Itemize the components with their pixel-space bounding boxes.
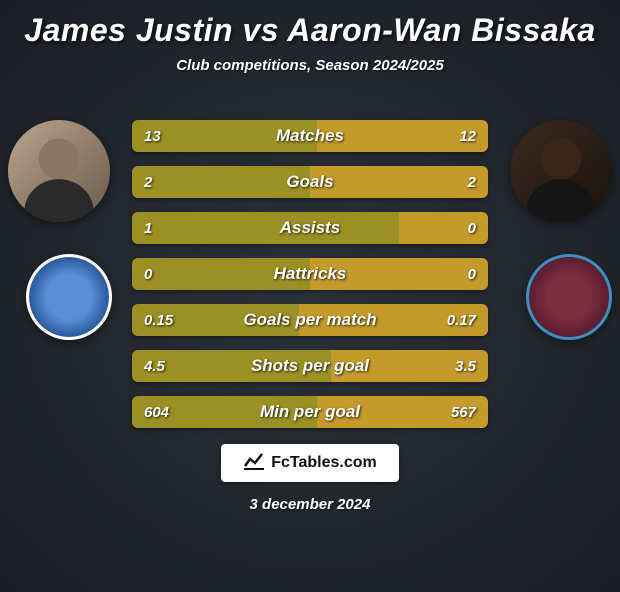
stat-row: 22Goals bbox=[132, 166, 488, 198]
stat-bar-right bbox=[317, 120, 488, 152]
stat-bar-left bbox=[132, 166, 310, 198]
stat-bar-left bbox=[132, 396, 317, 428]
stat-row: 4.53.5Shots per goal bbox=[132, 350, 488, 382]
stat-bar-right bbox=[299, 304, 488, 336]
stat-bar-left bbox=[132, 120, 317, 152]
stat-row: 1312Matches bbox=[132, 120, 488, 152]
stat-bar-left bbox=[132, 350, 331, 382]
comparison-title: James Justin vs Aaron-Wan Bissaka bbox=[0, 12, 620, 49]
comparison-subtitle: Club competitions, Season 2024/2025 bbox=[0, 57, 620, 74]
player2-club-badge bbox=[526, 254, 612, 340]
stat-row: 00Hattricks bbox=[132, 258, 488, 290]
stat-row: 10Assists bbox=[132, 212, 488, 244]
stat-bar-left bbox=[132, 258, 310, 290]
stats-area: 1312Matches 22Goals 10Assists 00Hattricks 0.… bbox=[0, 112, 620, 428]
brand-text: FcTables.com bbox=[271, 454, 377, 472]
stat-bar-left bbox=[132, 304, 299, 336]
stat-bar-right bbox=[399, 212, 488, 244]
stat-bar-right bbox=[310, 166, 488, 198]
stat-bar-right bbox=[317, 396, 488, 428]
player2-photo bbox=[510, 120, 612, 222]
player1-photo bbox=[8, 120, 110, 222]
stat-bar-left bbox=[132, 212, 399, 244]
brand-logo: FcTables.com bbox=[221, 444, 399, 482]
brand-icon bbox=[243, 452, 265, 475]
stat-bars-container: 1312Matches 22Goals 10Assists 00Hattricks 0.… bbox=[132, 112, 488, 428]
stat-row: 604567Min per goal bbox=[132, 396, 488, 428]
comparison-date: 3 december 2024 bbox=[0, 496, 620, 513]
stat-bar-right bbox=[310, 258, 488, 290]
stat-bar-right bbox=[331, 350, 488, 382]
stat-row: 0.150.17Goals per match bbox=[132, 304, 488, 336]
player1-club-badge bbox=[26, 254, 112, 340]
